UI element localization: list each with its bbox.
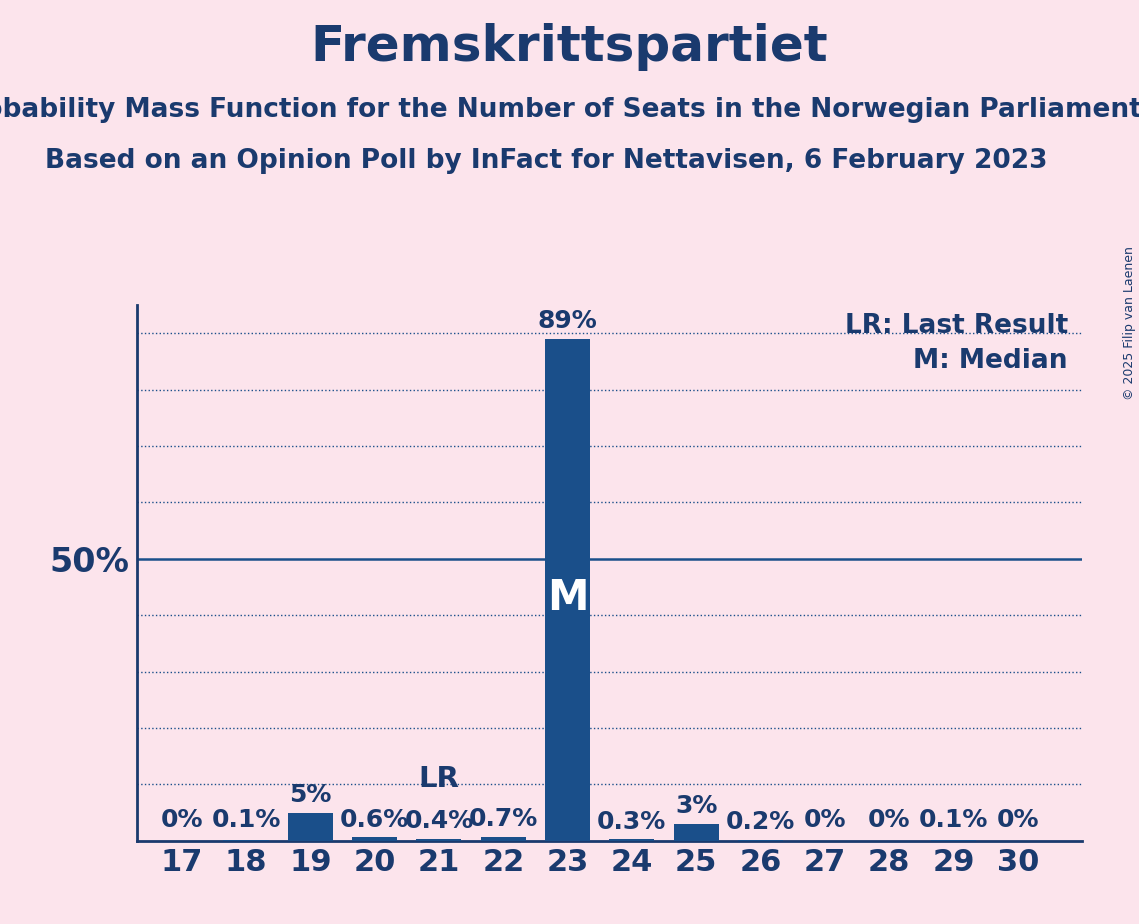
Bar bbox=[352, 837, 398, 841]
Bar bbox=[738, 840, 782, 841]
Bar bbox=[417, 839, 461, 841]
Text: 0.3%: 0.3% bbox=[597, 809, 666, 833]
Text: 0%: 0% bbox=[997, 808, 1039, 833]
Text: 0.1%: 0.1% bbox=[919, 808, 989, 833]
Text: M: M bbox=[547, 578, 589, 619]
Text: Fremskrittspartiet: Fremskrittspartiet bbox=[311, 23, 828, 71]
Text: M: Median: M: Median bbox=[913, 347, 1068, 374]
Text: LR: LR bbox=[418, 765, 459, 793]
Text: 5%: 5% bbox=[289, 783, 331, 807]
Text: 0%: 0% bbox=[803, 808, 846, 833]
Text: LR: Last Result: LR: Last Result bbox=[845, 313, 1068, 339]
Text: Probability Mass Function for the Number of Seats in the Norwegian Parliament: Probability Mass Function for the Number… bbox=[0, 97, 1139, 123]
Text: 89%: 89% bbox=[538, 310, 598, 334]
Text: 0.6%: 0.6% bbox=[341, 808, 409, 832]
Text: 0%: 0% bbox=[868, 808, 910, 833]
Text: 0.1%: 0.1% bbox=[212, 808, 280, 833]
Text: © 2025 Filip van Laenen: © 2025 Filip van Laenen bbox=[1123, 247, 1136, 400]
Bar bbox=[609, 839, 655, 841]
Bar bbox=[288, 812, 333, 841]
Bar bbox=[546, 339, 590, 841]
Bar bbox=[481, 837, 526, 841]
Text: 0.7%: 0.7% bbox=[468, 808, 538, 832]
Text: 0%: 0% bbox=[161, 808, 203, 833]
Bar bbox=[673, 824, 719, 841]
Text: 3%: 3% bbox=[675, 795, 718, 819]
Text: 0.2%: 0.2% bbox=[726, 810, 795, 834]
Text: Based on an Opinion Poll by InFact for Nettavisen, 6 February 2023: Based on an Opinion Poll by InFact for N… bbox=[46, 148, 1048, 174]
Text: 0.4%: 0.4% bbox=[404, 808, 474, 833]
